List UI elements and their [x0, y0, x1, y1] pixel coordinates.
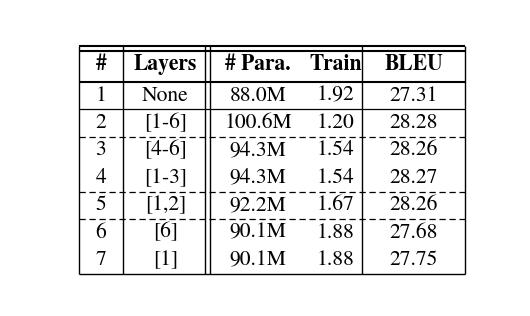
Text: 1.88: 1.88: [316, 250, 354, 270]
Text: 90.1M: 90.1M: [229, 250, 287, 270]
Text: 92.2M: 92.2M: [229, 196, 287, 215]
Text: #: #: [95, 54, 106, 75]
Text: 1.67: 1.67: [316, 196, 354, 215]
Text: [1]: [1]: [153, 250, 178, 270]
Text: 27.68: 27.68: [390, 223, 438, 243]
Text: 90.1M: 90.1M: [229, 223, 287, 243]
Text: 27.75: 27.75: [390, 250, 438, 270]
Text: 3: 3: [95, 141, 106, 161]
Text: 2: 2: [95, 113, 106, 133]
Text: [1,2]: [1,2]: [145, 196, 186, 215]
Text: 7: 7: [95, 250, 106, 270]
Text: 28.28: 28.28: [390, 113, 438, 133]
Text: None: None: [142, 86, 189, 106]
Text: # Para.: # Para.: [225, 54, 291, 75]
Text: 88.0M: 88.0M: [229, 86, 287, 106]
Text: 28.26: 28.26: [390, 196, 438, 215]
Text: 6: 6: [95, 223, 106, 243]
Text: Train: Train: [309, 54, 361, 75]
Text: 27.31: 27.31: [389, 86, 438, 106]
Text: [1-3]: [1-3]: [144, 168, 187, 188]
Text: 1.54: 1.54: [316, 141, 354, 161]
Text: [4-6]: [4-6]: [144, 141, 187, 161]
Text: [1-6]: [1-6]: [144, 113, 187, 133]
Text: 28.27: 28.27: [390, 168, 438, 188]
Text: 1.54: 1.54: [316, 168, 354, 188]
Text: 100.6M: 100.6M: [224, 113, 292, 133]
Text: 4: 4: [95, 168, 106, 188]
Text: 1.92: 1.92: [316, 86, 354, 106]
Text: 28.26: 28.26: [390, 141, 438, 161]
Text: 1.20: 1.20: [316, 113, 354, 133]
Text: 1.88: 1.88: [316, 223, 354, 243]
Text: [6]: [6]: [153, 223, 178, 243]
Text: 5: 5: [95, 196, 106, 215]
Text: Layers: Layers: [134, 54, 197, 75]
Text: 94.3M: 94.3M: [229, 168, 287, 188]
Text: 94.3M: 94.3M: [229, 141, 287, 161]
Text: 1: 1: [95, 86, 106, 106]
Text: BLEU: BLEU: [384, 54, 443, 75]
